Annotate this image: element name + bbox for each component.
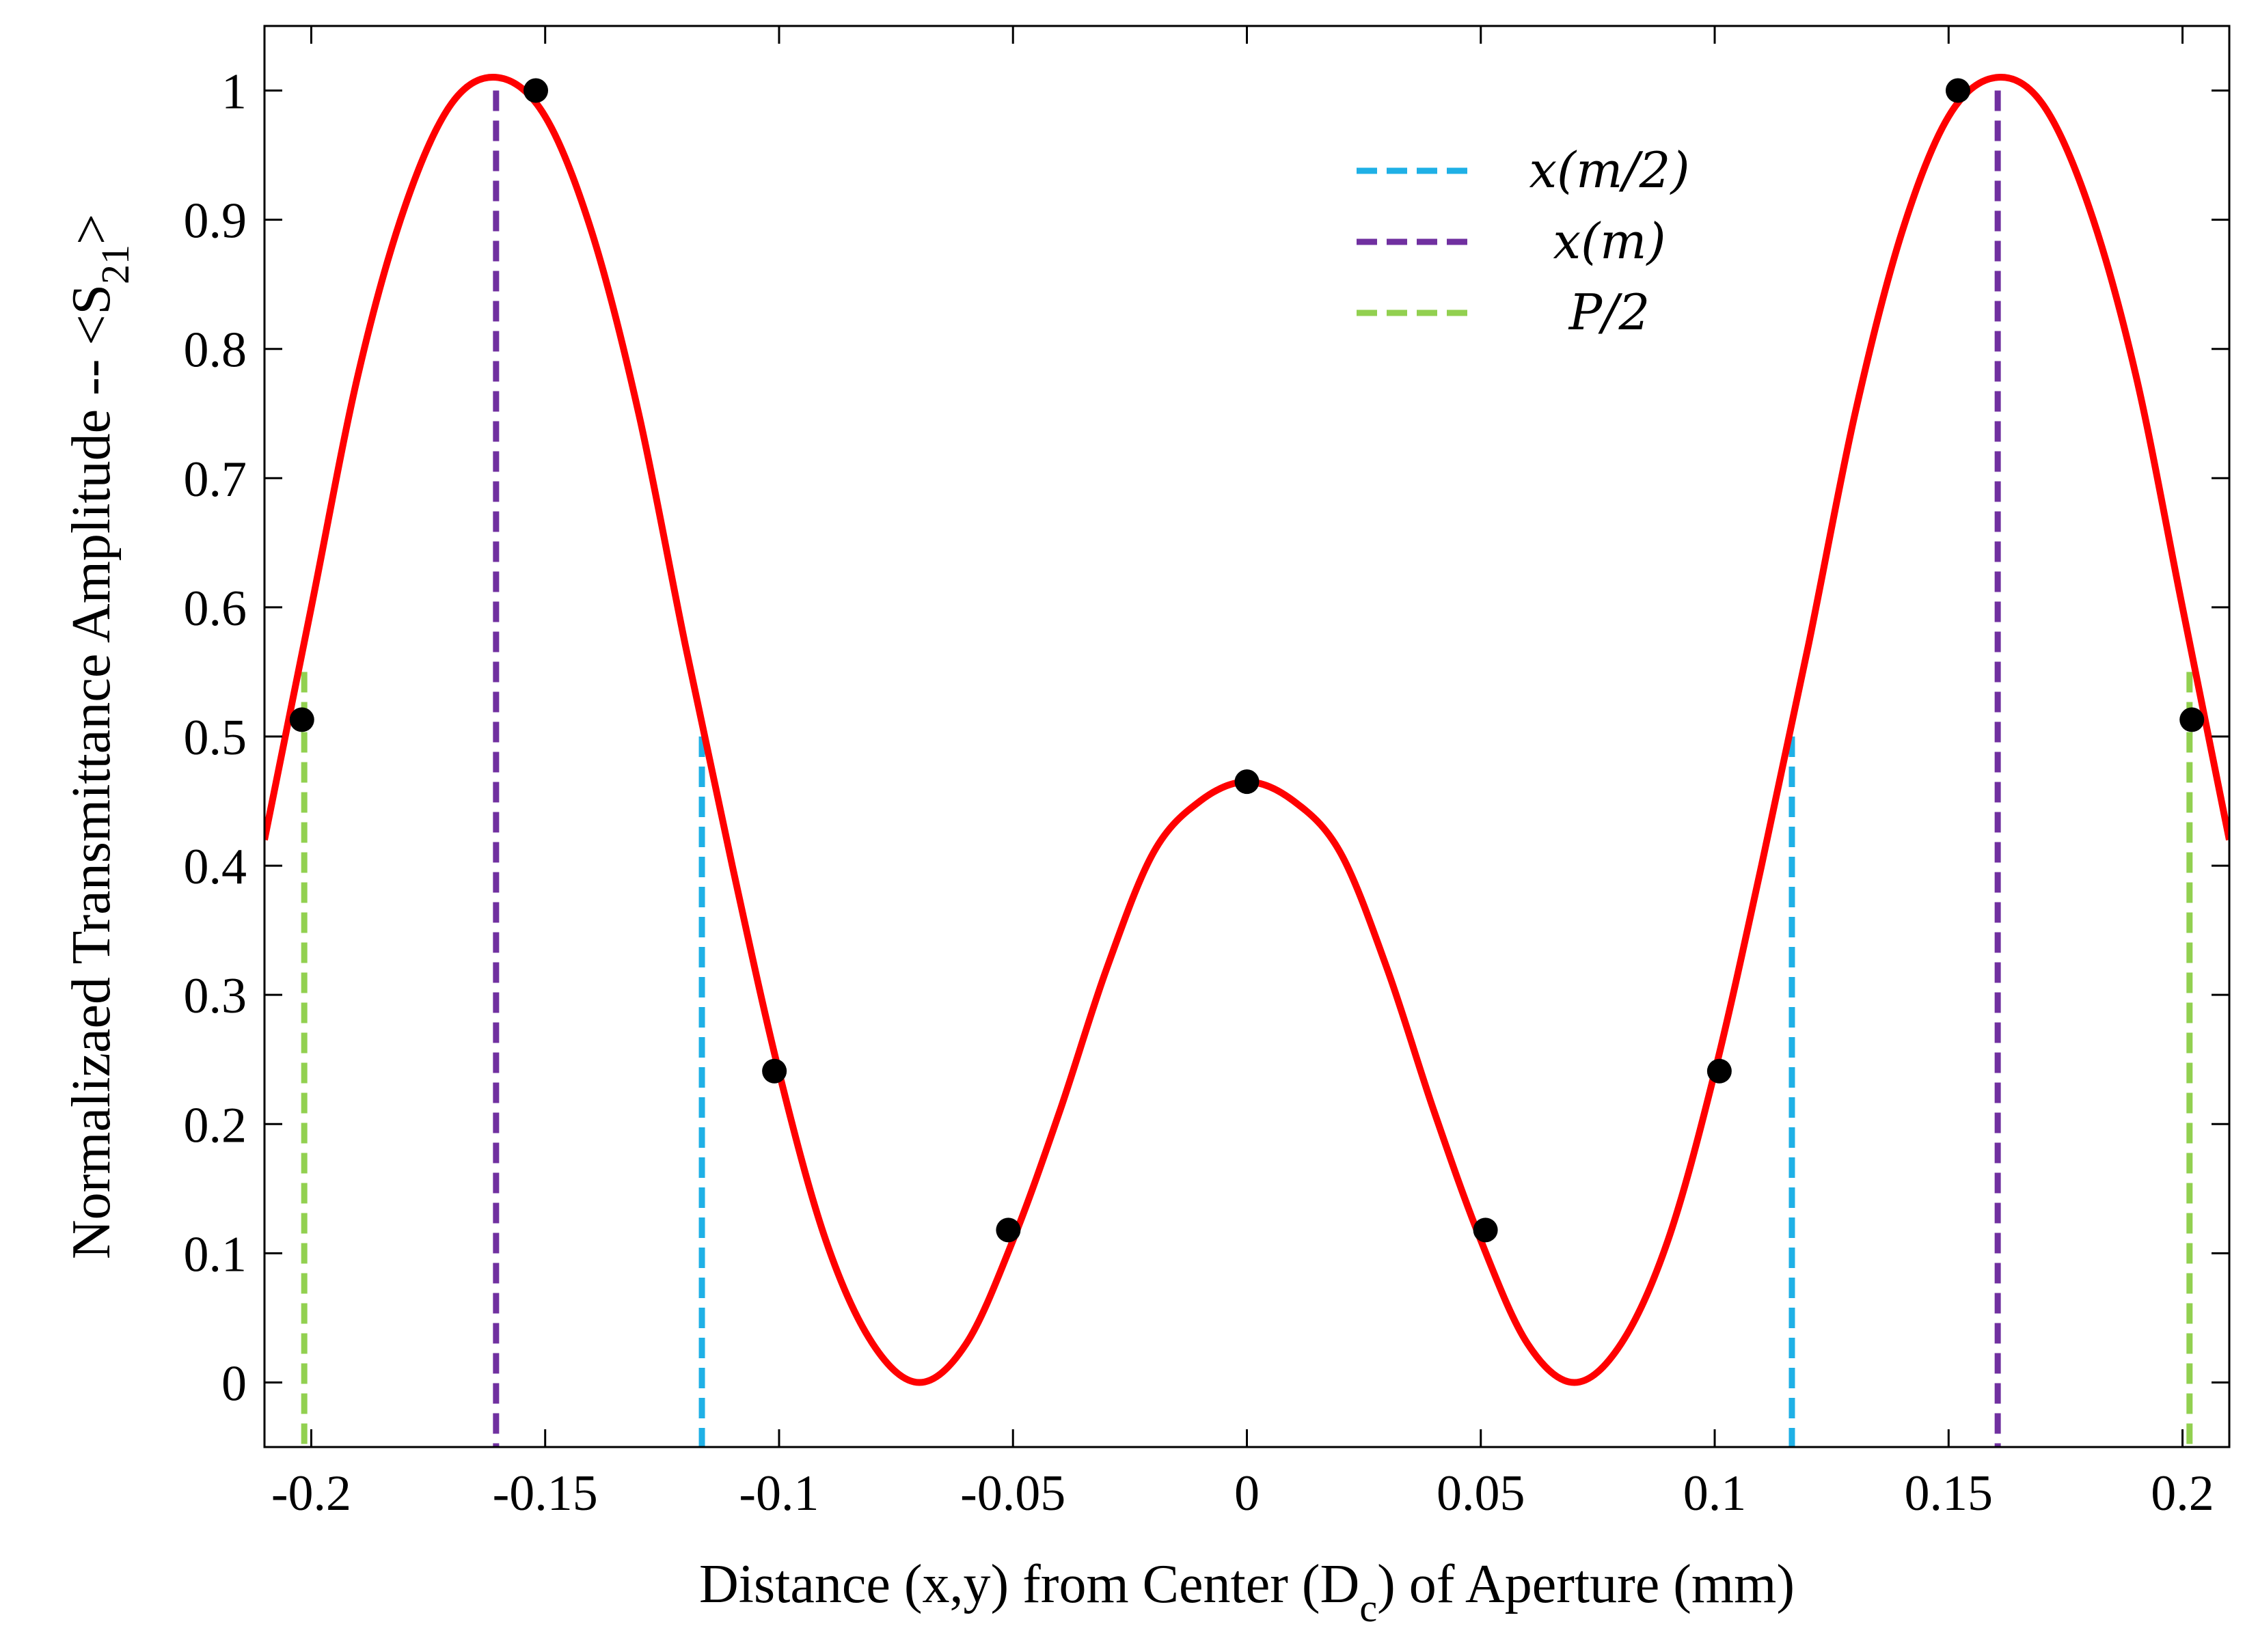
y-tick-label: 0.3 [184,968,247,1024]
y-tick-label: 0.9 [184,193,247,249]
x-tick-label: 0.2 [2151,1465,2214,1522]
x-axis-label-tail: ) of Aperture (mm) [1377,1554,1795,1614]
y-tick-label: 0 [221,1355,247,1412]
data-points [289,78,2205,1243]
y-tick-label: 0.1 [184,1226,247,1282]
x-axis-ticks: -0.2 -0.15 -0.1 -0.05 0 0.05 0.1 0.15 0.2 [271,26,2214,1522]
x-tick-label: -0.05 [960,1465,1065,1522]
y-axis-label-tail: > [62,214,122,245]
data-point [1473,1217,1498,1243]
y-tick-label: 0.4 [184,839,247,895]
data-point [2179,707,2205,732]
x-axis-label: Distance (x,y) from Center (Dc) of Apert… [699,1554,1795,1630]
legend: x(m/2) x(m) P/2 [1357,141,1690,341]
y-axis-label-main: Normalizaed Transmittance Amplitude -- <… [62,284,122,1259]
curve-layer [264,74,2229,1386]
y-tick-label: 1 [221,64,247,120]
x-tick-label: 0 [1234,1465,1260,1522]
y-tick-label: 0.6 [184,581,247,637]
y-tick-label: 0.8 [184,322,247,378]
x-tick-label: 0.15 [1905,1465,1994,1522]
x-axis-label-subscript: c [1359,1586,1377,1630]
y-axis-ticks: 0 0.1 0.2 0.3 0.4 0.5 0.6 0.7 0.8 0.9 1 [184,64,2229,1412]
vertical-reference-lines [301,90,2193,1447]
data-point [1945,78,1970,103]
data-point [523,78,549,103]
y-tick-label: 0.5 [184,710,247,766]
x-tick-label: -0.1 [739,1465,819,1522]
x-axis-label-main: Distance (x,y) from Center (D [699,1554,1359,1614]
data-point [996,1217,1021,1243]
legend-label: P/2 [1568,284,1650,341]
data-point [289,707,314,732]
legend-label: x(m) [1553,212,1665,270]
y-axis-label: Normalizaed Transmittance Amplitude -- <… [62,214,137,1259]
x-tick-label: -0.15 [493,1465,598,1522]
y-axis-label-subscript: 21 [93,245,137,284]
y-tick-label: 0.7 [184,452,247,508]
x-tick-label: 0.05 [1437,1465,1525,1522]
data-point [1706,1058,1732,1084]
fitted-curve-line [264,74,2229,1386]
y-tick-label: 0.2 [184,1097,247,1153]
x-tick-label: 0.1 [1683,1465,1747,1522]
legend-label: x(m/2) [1529,141,1689,199]
x-tick-label: -0.2 [271,1465,351,1522]
data-point [1234,769,1260,795]
data-point [762,1058,787,1084]
plot-frame [263,25,2231,1448]
